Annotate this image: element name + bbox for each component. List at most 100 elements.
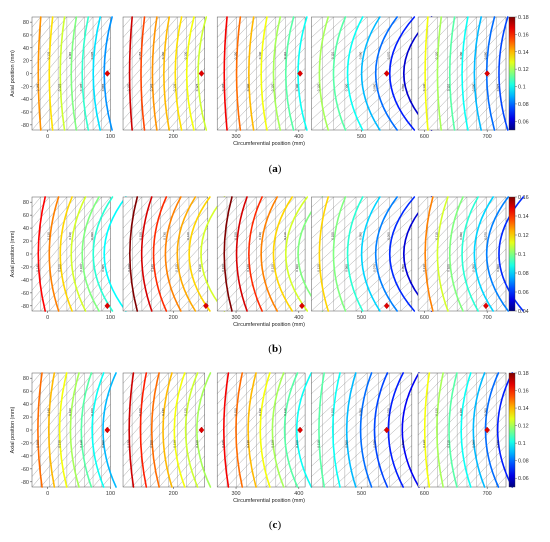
x-tick-label: 500 xyxy=(357,315,366,321)
segment: 0.150 0.140 0.130 0.120 0.110 0.100 0.090 xyxy=(31,372,117,488)
colorbar xyxy=(508,196,516,312)
segment: 0.130 0.120 0.110 0.100 0.090 0.080 0.070 xyxy=(417,372,514,488)
segment: 0.165 0.150 0.140 0.130 0.120 0.110 0.100 xyxy=(216,16,308,131)
x-tick-label: 200 xyxy=(169,134,178,140)
colorbar-tick-label: 0.12 xyxy=(518,67,529,73)
caption-open-paren: ( xyxy=(269,519,273,531)
contour-line xyxy=(332,372,341,488)
contour-line xyxy=(81,16,90,131)
x-tick-label: 300 xyxy=(231,134,240,140)
contour-line xyxy=(92,16,102,131)
contour-line xyxy=(235,372,244,488)
contour-line xyxy=(129,196,139,312)
mesh xyxy=(417,196,507,312)
caption-open-paren: ( xyxy=(269,163,273,175)
segment: 0.160 0.150 0.140 0.130 0.125 0.120 0.110 xyxy=(122,196,226,312)
red-marker xyxy=(104,70,111,77)
contour-label: 0.130 xyxy=(422,83,426,91)
colorbar-tick-label: 0.08 xyxy=(518,102,529,108)
contour-label: 0.065 xyxy=(401,440,405,448)
x-tick-label: 300 xyxy=(231,315,240,321)
contour-label: 0.120 xyxy=(316,83,320,91)
contour-label: 0.150 xyxy=(234,51,238,59)
contour-label: 0.070 xyxy=(387,408,391,416)
y-tick-label: -60 xyxy=(21,110,29,116)
contour-line xyxy=(359,372,373,488)
contour-label: 0.140 xyxy=(161,408,165,416)
contour-label: 0.130 xyxy=(422,440,426,448)
contour-line xyxy=(448,372,458,488)
segment: 0.170 0.155 0.145 0.140 0.135 0.130 0.125 xyxy=(122,16,208,131)
colorbar-tick-label: 0.08 xyxy=(518,271,529,277)
contour-label: 0.060 xyxy=(387,232,391,240)
contour-line xyxy=(318,196,330,312)
contour-line xyxy=(374,16,398,131)
contour-line xyxy=(140,16,146,131)
contour-line xyxy=(424,196,434,312)
contour-line xyxy=(373,372,389,488)
contour-label: 0.160 xyxy=(127,264,131,272)
contour-label: 0.120 xyxy=(68,408,72,416)
mesh xyxy=(31,16,111,131)
segment: 0.120 0.100 0.090 0.080 0.070 0.060 0.050 xyxy=(311,196,433,312)
contour-line xyxy=(188,196,211,312)
contour-label: 0.140 xyxy=(46,408,50,416)
contour-line xyxy=(58,372,68,488)
contour-line xyxy=(247,372,257,488)
colorbar-tick-label: 0.14 xyxy=(518,50,529,56)
mesh xyxy=(122,372,205,488)
red-marker xyxy=(383,302,390,310)
contour-label: 0.100 xyxy=(345,83,349,91)
colorbar xyxy=(508,16,516,131)
contour-label: 0.140 xyxy=(246,264,250,272)
x-tick-label: 0 xyxy=(46,315,49,321)
contour-label: 0.140 xyxy=(246,440,250,448)
contour-line xyxy=(176,196,197,312)
contour-line xyxy=(139,372,148,488)
contour-line xyxy=(423,372,431,488)
contour-line xyxy=(163,16,171,131)
y-tick-label: 40 xyxy=(23,46,29,52)
contour-label: 0.145 xyxy=(35,264,39,272)
contour-line xyxy=(272,196,294,312)
mesh xyxy=(417,16,507,131)
contour-line xyxy=(223,372,230,488)
contour-line xyxy=(248,16,255,131)
segment: 0.110 0.100 0.090 0.080 0.075 0.070 0.065 xyxy=(311,372,420,488)
colorbar-tick-label: 0.06 xyxy=(518,290,529,296)
x-tick-label: 700 xyxy=(483,134,492,140)
mesh xyxy=(311,196,412,312)
contour-line xyxy=(174,16,183,131)
y-tick-label: 20 xyxy=(23,59,29,65)
contour-label: 0.110 xyxy=(283,408,287,416)
contour-line xyxy=(48,196,60,312)
colorbar-tick-label: 0.14 xyxy=(518,214,529,220)
segment: 0.145 0.135 0.125 0.115 0.105 0.095 0.085 xyxy=(31,16,113,131)
colorbar-tick-label: 0.18 xyxy=(518,371,529,377)
contour-label: 0.110 xyxy=(316,440,320,448)
x-axis-label: Circumferential position (mm) xyxy=(233,498,305,504)
contour-label: 0.110 xyxy=(79,440,83,448)
y-tick-label: 80 xyxy=(23,20,29,26)
contour-label: 0.100 xyxy=(330,408,334,416)
contour-label: 0.130 xyxy=(46,232,50,240)
contour-label: 0.085 xyxy=(101,264,105,272)
contour-label: 0.090 xyxy=(471,440,475,448)
contour-label: 0.150 xyxy=(139,232,143,240)
red-marker xyxy=(198,70,205,77)
x-tick-label: 500 xyxy=(357,491,366,497)
x-tick-label: 500 xyxy=(357,134,366,140)
contour-line xyxy=(248,196,263,312)
red-marker xyxy=(203,302,209,310)
y-tick-label: 40 xyxy=(23,402,29,408)
contour-line xyxy=(48,16,54,131)
contour-label: 0.060 xyxy=(401,83,405,91)
contour-line xyxy=(162,372,173,488)
contour-line xyxy=(184,372,199,488)
contour-label: 0.080 xyxy=(359,232,363,240)
contour-line xyxy=(59,16,66,131)
contour-line xyxy=(259,372,271,488)
colorbar-tick-label: 0.14 xyxy=(518,406,529,412)
colorbar-tick-label: 0.08 xyxy=(518,459,529,465)
